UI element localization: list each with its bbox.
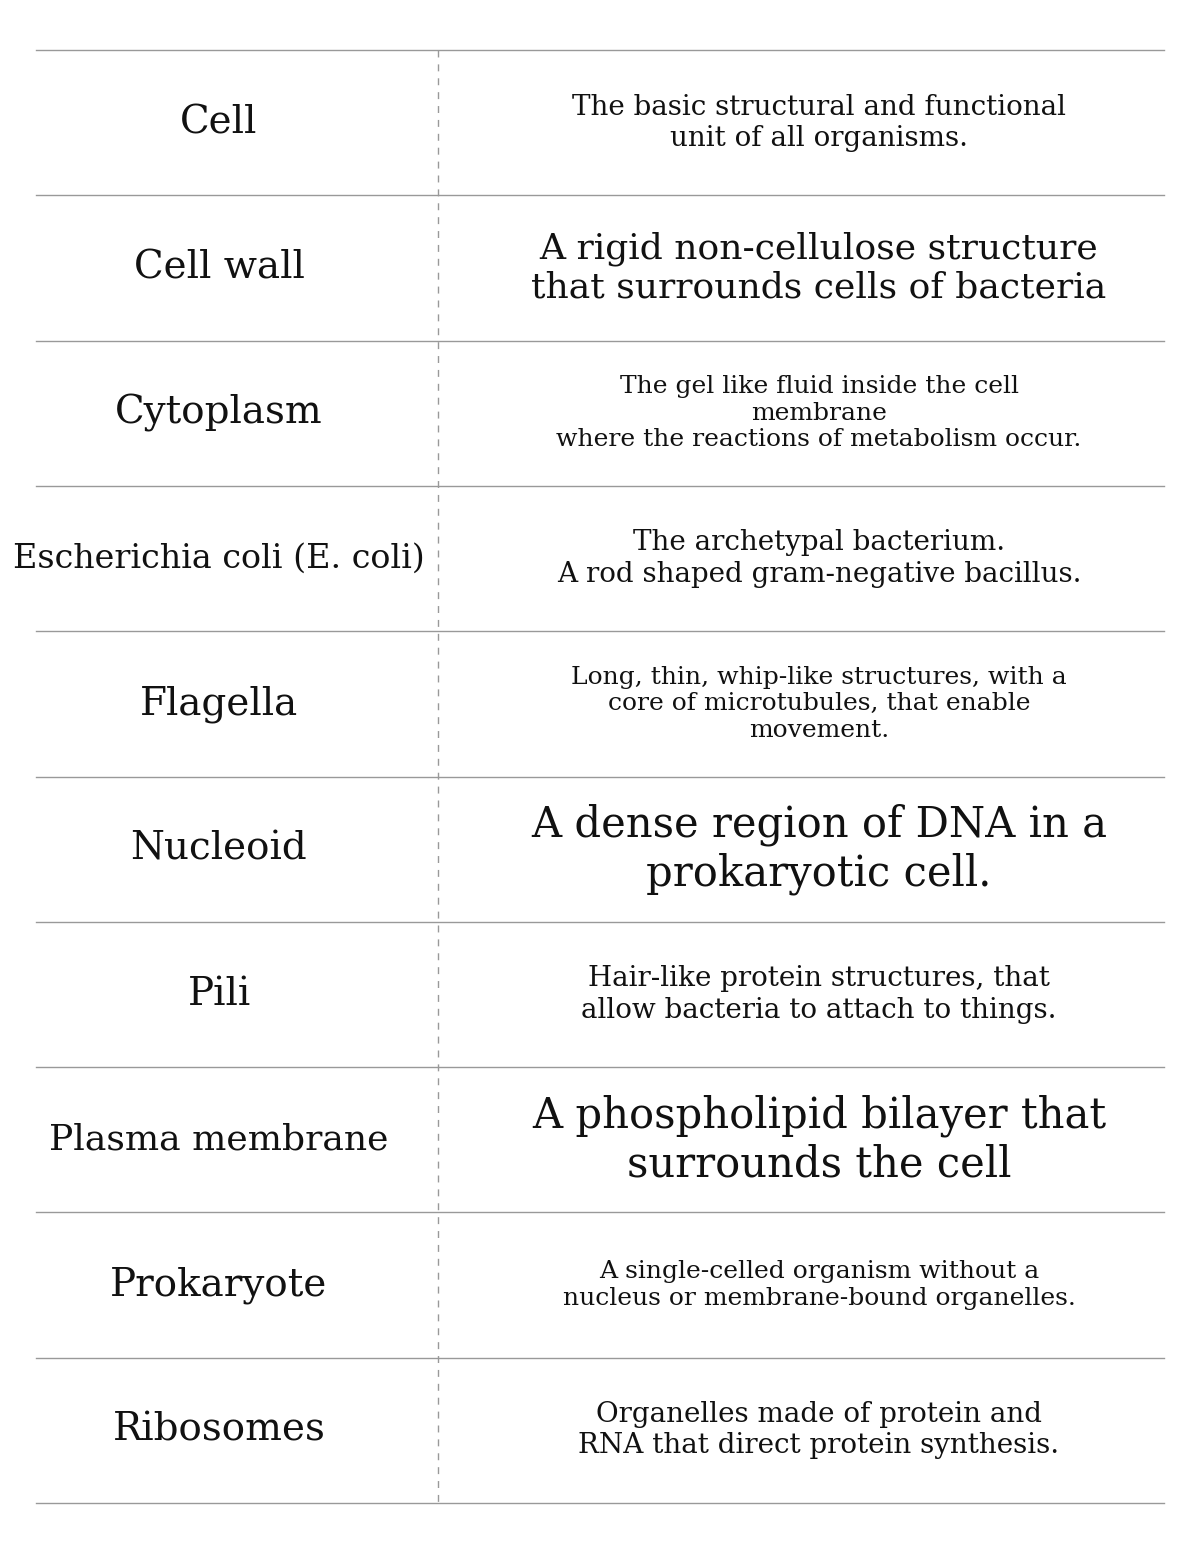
Text: Long, thin, whip-like structures, with a
core of microtubules, that enable
movem: Long, thin, whip-like structures, with a… — [571, 666, 1067, 742]
Text: Organelles made of protein and
RNA that direct protein synthesis.: Organelles made of protein and RNA that … — [578, 1401, 1060, 1460]
Text: Nucleoid: Nucleoid — [131, 831, 307, 868]
Text: Cytoplasm: Cytoplasm — [115, 394, 323, 432]
Text: Hair-like protein structures, that
allow bacteria to attach to things.: Hair-like protein structures, that allow… — [581, 966, 1057, 1023]
Text: Prokaryote: Prokaryote — [110, 1266, 328, 1305]
Text: A phospholipid bilayer that
surrounds the cell: A phospholipid bilayer that surrounds th… — [532, 1095, 1106, 1185]
Text: The archetypal bacterium.
A rod shaped gram-negative bacillus.: The archetypal bacterium. A rod shaped g… — [557, 530, 1081, 587]
Text: Escherichia coli (E. coli): Escherichia coli (E. coli) — [13, 542, 425, 575]
Text: Cell: Cell — [180, 104, 258, 141]
Text: The gel like fluid inside the cell
membrane
where the reactions of metabolism oc: The gel like fluid inside the cell membr… — [557, 376, 1081, 452]
Text: Plasma membrane: Plasma membrane — [49, 1123, 389, 1157]
Text: A rigid non-cellulose structure
that surrounds cells of bacteria: A rigid non-cellulose structure that sur… — [532, 231, 1106, 304]
Text: Pili: Pili — [187, 975, 251, 1013]
Text: Ribosomes: Ribosomes — [113, 1412, 325, 1449]
Text: Flagella: Flagella — [140, 685, 298, 722]
Text: A single-celled organism without a
nucleus or membrane-bound organelles.: A single-celled organism without a nucle… — [563, 1259, 1075, 1309]
Text: Cell wall: Cell wall — [133, 250, 305, 286]
Text: The basic structural and functional
unit of all organisms.: The basic structural and functional unit… — [572, 93, 1066, 152]
Text: A dense region of DNA in a
prokaryotic cell.: A dense region of DNA in a prokaryotic c… — [530, 803, 1108, 895]
